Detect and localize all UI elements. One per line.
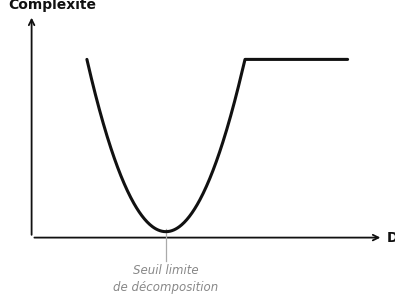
Text: Seuil limite
de décomposition: Seuil limite de décomposition [113, 264, 218, 294]
Text: Complexité: Complexité [8, 0, 96, 12]
Text: Décomposition: Décomposition [387, 230, 395, 245]
